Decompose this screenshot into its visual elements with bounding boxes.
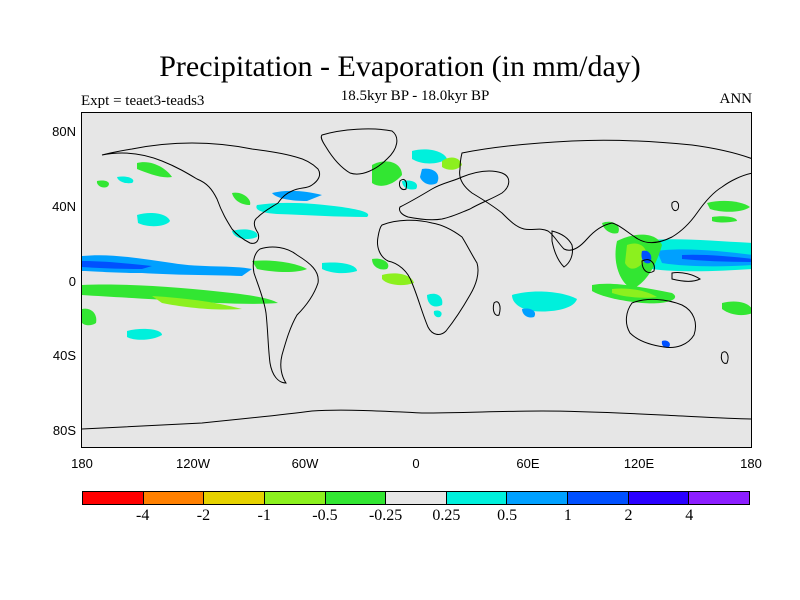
patch-labrador-green (232, 192, 251, 205)
colorbar-label: 0.5 (497, 507, 518, 524)
y-tick-80s: 80S (52, 423, 76, 438)
patch-indianocean-blue (522, 308, 536, 318)
colorbar-swatch (628, 492, 690, 504)
patch-spacific-cyan (127, 328, 162, 340)
patch-caribbean-cyan (232, 229, 258, 239)
coast-new-guinea (671, 272, 701, 282)
colorbar-swatch (143, 492, 205, 504)
y-tick-80n: 80N (52, 124, 76, 139)
colorbar-swatch (204, 492, 265, 504)
colorbar-label: -0.5 (312, 507, 338, 524)
x-tick-180-right: 180 (740, 456, 762, 471)
patch-tasman-blue (661, 340, 670, 348)
y-tick-40n: 40N (52, 199, 76, 214)
patch-swpacific-green (722, 301, 751, 316)
colorbar-label: 0.25 (432, 507, 461, 524)
coast-africa (377, 219, 479, 335)
patch-bering-green (96, 180, 109, 188)
patch-norwegian-cyan (412, 149, 447, 164)
colorbar-label: -0.25 (368, 507, 403, 524)
patch-norwegian-blue (420, 168, 439, 185)
patch-satlantic-small (433, 310, 442, 318)
coast-europe (399, 170, 510, 221)
colorbar-swatch (83, 492, 144, 504)
patch-pacific-equator-blue (82, 255, 252, 276)
season-label: ANN (719, 91, 753, 107)
y-tick-0: 0 (68, 274, 76, 289)
coast-india (551, 230, 573, 268)
coast-eurasia (459, 139, 751, 251)
x-tick-120e: 120E (623, 456, 655, 471)
colorbar-label: 1 (563, 507, 572, 524)
coast-madagascar (492, 301, 501, 316)
coast-north-america (101, 142, 321, 244)
colorbar-label: -4 (136, 507, 150, 524)
colorbar-swatch (264, 492, 326, 504)
colorbar-label: -1 (257, 507, 271, 524)
x-tick-60e: 60E (516, 456, 540, 471)
colorbar-swatch (446, 492, 508, 504)
patch-nbrazil-green (372, 258, 389, 270)
coast-japan (671, 200, 679, 212)
coast-new-zealand (720, 351, 729, 364)
patch-npacific-green-east2 (712, 216, 737, 223)
patch-npacific-cyan (137, 213, 170, 227)
coastlines (82, 128, 751, 430)
patch-mc-lime (625, 243, 647, 269)
colorbar-swatch (689, 492, 750, 504)
colorbar (82, 491, 750, 505)
patch-iceland-cyan (402, 180, 418, 190)
patch-natlantic-blue (272, 190, 322, 201)
patch-alaska-green (137, 162, 172, 178)
x-tick-60w: 60W (291, 456, 319, 471)
patch-satlantic-cyan (427, 293, 443, 307)
patch-timor-lime (612, 288, 657, 298)
coast-uk (399, 178, 407, 190)
coast-australia (625, 298, 696, 348)
x-tick-120w: 120W (176, 456, 210, 471)
y-tick-40s: 40S (52, 348, 76, 363)
patch-west-pacific-green (82, 308, 97, 326)
patch-southpacific-green2 (152, 296, 242, 310)
patch-pacific-equator-core (82, 261, 152, 269)
patch-southpacific-green (82, 284, 278, 304)
colorbar-swatch (325, 492, 387, 504)
colorbar-label: 2 (624, 507, 633, 524)
patch-npacific-green-east (707, 200, 750, 212)
patch-norway-green (442, 157, 462, 170)
map-subtitle: 18.5kyr BP - 18.0kyr BP (340, 88, 490, 104)
x-tick-180-left: 180 (71, 456, 93, 471)
patch-tropatlantic-cyan (322, 262, 357, 274)
anomaly-patches (82, 149, 751, 348)
patch-wpacific-core (682, 254, 751, 262)
coast-borneo (641, 259, 655, 274)
colorbar-swatch (568, 492, 629, 504)
patch-natlantic-cyan (256, 202, 369, 217)
patch-npac-cyan2 (117, 176, 134, 184)
map-plot (82, 128, 751, 430)
colorbar-label: -2 (196, 507, 211, 524)
colorbar-label: 4 (685, 507, 694, 524)
colorbar-swatch (507, 492, 569, 504)
map-panel (81, 112, 752, 448)
colorbar-swatch (386, 492, 447, 504)
patch-gulfguinea-green (382, 273, 414, 286)
coast-greenland (320, 128, 398, 175)
coast-south-america (252, 246, 319, 384)
patch-tropatlantic-green (252, 260, 307, 272)
experiment-label: Expt = teaet3-teads3 (81, 93, 205, 109)
coast-antarctica (82, 409, 751, 430)
map-title: Precipitation - Evaporation (in mm/day) (159, 50, 641, 83)
patch-indianocean-cyan (512, 291, 577, 312)
x-tick-0: 0 (412, 456, 420, 471)
patch-greenland-green (372, 161, 402, 186)
